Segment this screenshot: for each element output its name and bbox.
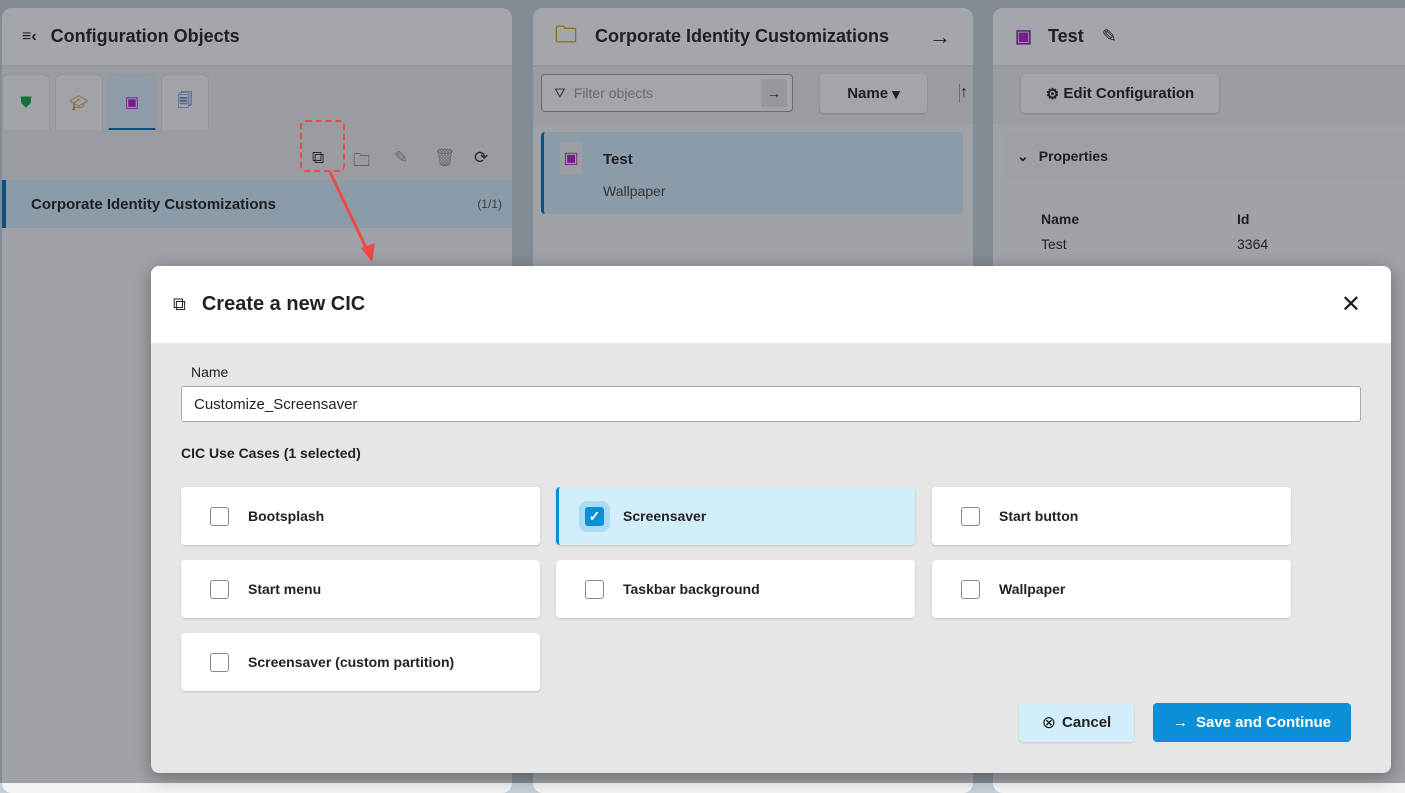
cic-chip-icon: ▣ [560, 142, 582, 174]
object-card[interactable]: ▣ Test Wallpaper [541, 132, 963, 214]
checkbox[interactable] [585, 579, 604, 599]
dialog-title: Create a new CIC [201, 293, 366, 315]
new-folder-icon[interactable]: 🗀 [353, 151, 370, 170]
list-item[interactable]: Corporate Identity Customizations (1/1) [2, 180, 512, 228]
property-value: Test [1041, 236, 1067, 252]
checkbox-checked[interactable]: ✓ [585, 506, 604, 526]
edit-icon[interactable]: ✎ [394, 148, 409, 167]
filter-input[interactable]: ⛛ Filter objects → [541, 74, 793, 112]
tab-graduation[interactable]: 🎓︎ [55, 74, 103, 130]
refresh-icon[interactable]: ⟳ [474, 148, 489, 167]
chevron-down-icon: ⌄ [1017, 147, 1029, 164]
use-case-start-button[interactable]: Start button [932, 487, 1291, 545]
create-cic-dialog: ⧉ Create a new CIC ✕ Name Customize_Scre… [151, 266, 1391, 773]
sort-ascending-icon[interactable]: ↑ [959, 84, 968, 102]
open-arrow-icon[interactable]: → [929, 23, 951, 49]
sort-dropdown[interactable]: Name ▾ [820, 74, 927, 113]
use-case-screensaver[interactable]: ✓ Screensaver [556, 487, 915, 545]
tab-cic[interactable]: ▣ [108, 74, 156, 130]
checkbox[interactable] [210, 579, 229, 599]
checkbox[interactable] [961, 579, 980, 599]
cic-chip-icon: ▣ [1015, 26, 1033, 46]
cancel-circle-icon: ⊗ [1041, 712, 1057, 732]
checkbox[interactable] [210, 506, 229, 526]
list-item-count: (1/1) [477, 197, 502, 211]
checkbox[interactable] [210, 652, 229, 672]
new-cic-icon[interactable]: ⧉ [312, 148, 325, 167]
checkbox[interactable] [961, 506, 980, 526]
close-icon[interactable]: ✕ [1340, 291, 1361, 318]
highlight-annotation [300, 120, 345, 172]
edit-configuration-button[interactable]: ⚙ Edit Configuration [1021, 74, 1219, 113]
apply-filter-button[interactable]: → [761, 79, 787, 107]
arrow-right-icon: → [1172, 714, 1188, 731]
properties-section-header[interactable]: ⌄ Properties [1003, 132, 1405, 180]
use-case-wallpaper[interactable]: Wallpaper [932, 560, 1291, 618]
save-and-continue-button[interactable]: → Save and Continue [1153, 703, 1351, 742]
collapse-menu-icon[interactable]: ≡‹ [22, 27, 37, 45]
folder-icon: 🗀 [555, 21, 578, 47]
object-type: Wallpaper [603, 183, 666, 199]
property-header: Id [1237, 211, 1250, 227]
use-case-bootsplash[interactable]: Bootsplash [181, 487, 540, 545]
name-label: Name [191, 364, 229, 380]
property-value: 3364 [1237, 236, 1269, 252]
rename-pencil-icon[interactable]: ✎ [1101, 26, 1117, 46]
new-cic-icon: ⧉ [173, 294, 186, 314]
filter-icon: ⛛ [554, 84, 566, 101]
name-input[interactable]: Customize_Screensaver [181, 386, 1361, 422]
gear-icon: ⚙ [1045, 85, 1064, 103]
delete-icon[interactable]: 🗑 [434, 148, 456, 167]
list-item-label: Corporate Identity Customizations [31, 195, 277, 213]
use-case-taskbar-background[interactable]: Taskbar background [556, 560, 915, 618]
tab-documents[interactable]: 🗐 [161, 74, 209, 130]
use-case-start-menu[interactable]: Start menu [181, 560, 540, 618]
use-case-screensaver-custom-partition[interactable]: Screensaver (custom partition) [181, 633, 540, 691]
property-header: Name [1041, 211, 1080, 227]
panel-title: Corporate Identity Customizations [595, 26, 890, 46]
tab-shield[interactable]: ⛊ [2, 74, 50, 130]
cancel-button[interactable]: ⊗ Cancel [1019, 703, 1134, 742]
panel-title: Configuration Objects [50, 26, 240, 46]
object-name: Test [603, 151, 633, 168]
use-cases-heading: CIC Use Cases (1 selected) [181, 445, 361, 461]
panel-title: Test [1048, 26, 1084, 46]
